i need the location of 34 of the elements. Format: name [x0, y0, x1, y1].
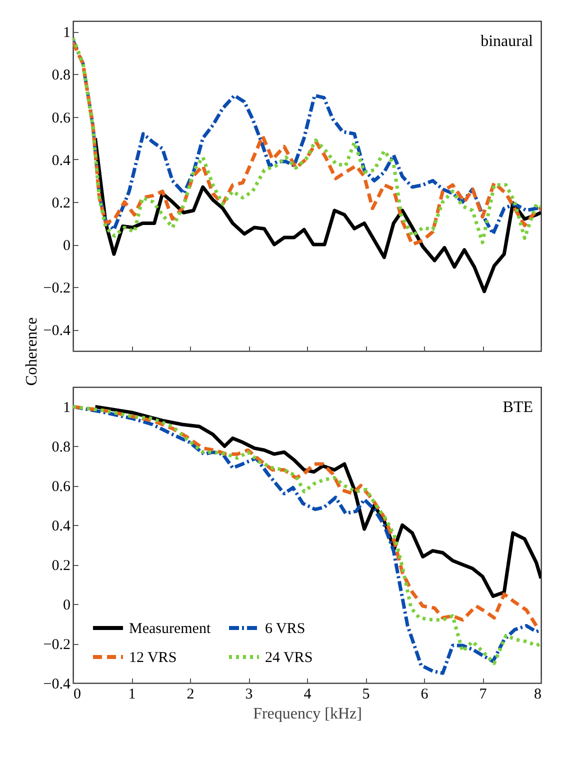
y-tick-label: −0.4: [43, 323, 71, 340]
y-tick-label: 0.4: [52, 152, 71, 169]
x-tick-label: 5: [362, 686, 370, 702]
y-tick-label: −0.2: [43, 637, 70, 654]
y-tick-label: 0: [63, 598, 70, 614]
y-tick-label: 0.6: [52, 479, 71, 496]
x-tick-label: 0: [74, 686, 81, 702]
legend-label: 24 VRS: [265, 650, 313, 666]
legend-label: 12 VRS: [129, 650, 177, 666]
x-tick-label: 2: [186, 686, 194, 702]
text: BTE: [502, 399, 533, 416]
x-tick-label: 4: [304, 686, 312, 702]
x-tick-label: 7: [479, 686, 488, 702]
y-tick-label: −0.4: [43, 676, 71, 692]
x-tick-label: 6: [420, 686, 429, 702]
y-tick-label: 0.8: [52, 440, 70, 456]
text: binaural: [480, 33, 534, 50]
y-tick-label: 0.2: [52, 558, 70, 574]
line-series: [93, 136, 541, 294]
y-tick-label: 1: [63, 400, 70, 416]
x-axis-title: Frequency [kHz]: [253, 706, 362, 722]
y-tick-label: 0: [63, 238, 70, 254]
y-axis-title: Coherence: [23, 317, 40, 386]
y-tick-label: 1: [63, 25, 70, 42]
x-tick-label: 1: [128, 686, 136, 702]
y-tick-label: −0.2: [43, 280, 70, 297]
y-tick-label: 0.4: [52, 518, 71, 535]
y-tick-label: 0.8: [52, 68, 70, 84]
y-tick-label: 0.2: [52, 195, 70, 212]
x-tick-label: 3: [245, 686, 253, 702]
x-tick-label: 8: [534, 686, 542, 702]
legend-label: 6 VRS: [265, 621, 306, 637]
legend-label: Measurement: [129, 621, 212, 637]
y-tick-label: 0.6: [52, 110, 71, 126]
